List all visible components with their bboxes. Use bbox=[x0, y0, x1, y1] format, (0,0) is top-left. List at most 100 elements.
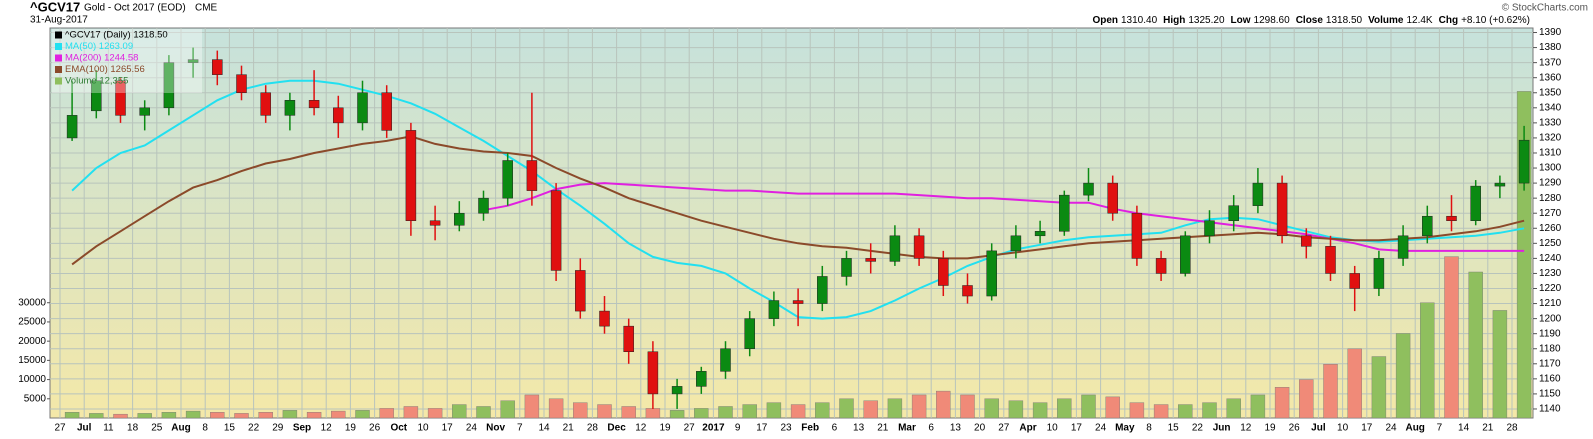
x-tick-label: 28 bbox=[587, 423, 599, 434]
volume-bar bbox=[137, 413, 152, 419]
volume-bar bbox=[815, 402, 830, 419]
quote-value: 1310.40 bbox=[1121, 15, 1158, 26]
candle-body bbox=[454, 212, 465, 226]
x-tick-label: 6 bbox=[928, 423, 934, 434]
candle-body bbox=[1349, 273, 1360, 289]
candle-body bbox=[865, 258, 876, 262]
x-tick-label: 17 bbox=[442, 423, 454, 434]
x-tick-label: 2017 bbox=[702, 423, 725, 434]
volume-bar bbox=[548, 398, 564, 419]
x-tick-label: 25 bbox=[151, 423, 163, 434]
x-tick-label: 13 bbox=[853, 423, 865, 434]
exchange: CME bbox=[195, 3, 218, 14]
candle-body bbox=[986, 250, 997, 297]
candle-body bbox=[1107, 182, 1118, 214]
x-tick-label: May bbox=[1115, 423, 1135, 434]
x-tick-label: 10 bbox=[1047, 423, 1059, 434]
quote-value: 1325.20 bbox=[1188, 15, 1225, 26]
x-tick-label: 7 bbox=[1437, 423, 1443, 434]
candle-body bbox=[381, 92, 392, 131]
plot-area bbox=[49, 27, 1534, 419]
candle-body bbox=[163, 62, 175, 109]
candle-body bbox=[817, 276, 828, 304]
x-tick-label: 15 bbox=[224, 423, 236, 434]
y-tick-label: 1170 bbox=[1539, 358, 1561, 369]
y-tick-label: 1300 bbox=[1539, 163, 1562, 174]
volume-bar bbox=[427, 408, 443, 419]
x-tick-label: Jul bbox=[1311, 423, 1326, 434]
y-tick-label: 1340 bbox=[1539, 102, 1562, 113]
x-tick-label: 14 bbox=[538, 423, 550, 434]
x-tick-label: 8 bbox=[202, 423, 208, 434]
candle-body bbox=[744, 318, 755, 349]
x-tick-label: 21 bbox=[1482, 423, 1494, 434]
candle-body bbox=[139, 107, 150, 116]
x-tick-label: 14 bbox=[1458, 423, 1470, 434]
volume-bar bbox=[306, 412, 322, 419]
candle-body bbox=[913, 235, 925, 259]
x-tick-label: 12 bbox=[1240, 423, 1252, 434]
candle-body bbox=[647, 351, 659, 395]
volume-bar bbox=[1468, 271, 1483, 419]
x-tick-label: 15 bbox=[1168, 423, 1180, 434]
y-tick-label: 1210 bbox=[1539, 298, 1562, 309]
candle-body bbox=[1083, 182, 1094, 196]
x-tick-label: 21 bbox=[877, 423, 889, 434]
volume-bar bbox=[1008, 400, 1024, 419]
volume-bar bbox=[331, 410, 346, 419]
candle-body bbox=[1494, 182, 1506, 187]
volume-bar bbox=[500, 400, 515, 419]
x-tick-label: Feb bbox=[801, 423, 819, 434]
volume-bar bbox=[64, 412, 80, 419]
candle-body bbox=[1301, 235, 1312, 247]
candle-body bbox=[1373, 258, 1385, 289]
x-tick-label: 13 bbox=[950, 423, 962, 434]
x-tick-label: 9 bbox=[735, 423, 741, 434]
legend-label: MA(200) 1244.58 bbox=[65, 53, 138, 64]
quote-line: Open 1310.40 High 1325.20 Low 1298.60 Close 131… bbox=[1092, 15, 1530, 26]
candle-body bbox=[1059, 194, 1070, 232]
candle-body bbox=[623, 325, 634, 352]
legend-label: EMA(100) 1265.56 bbox=[65, 64, 145, 75]
volume-bar bbox=[258, 412, 273, 419]
x-tick-label: 26 bbox=[369, 423, 381, 434]
y-tick-label: 1330 bbox=[1539, 118, 1562, 129]
volume-bar bbox=[863, 400, 878, 419]
legend-label: ^GCV17 (Daily) 1318.50 bbox=[65, 30, 168, 41]
candle-body bbox=[1422, 215, 1433, 237]
date: 31-Aug-2017 bbox=[30, 15, 88, 26]
volume-bar bbox=[645, 408, 661, 419]
volume-bar bbox=[476, 406, 491, 419]
quote-label: Volume bbox=[1368, 15, 1404, 26]
y2-tick-label: 15000 bbox=[18, 355, 46, 366]
volume-bar bbox=[1299, 379, 1314, 419]
candle-body bbox=[841, 258, 852, 277]
volume-bar bbox=[1057, 398, 1072, 419]
volume-bar bbox=[1129, 402, 1145, 419]
volume-bar bbox=[452, 404, 467, 419]
volume-bar bbox=[960, 394, 975, 419]
volume-bar bbox=[234, 413, 249, 419]
y-tick-label: 1390 bbox=[1539, 27, 1562, 38]
x-tick-label: 19 bbox=[659, 423, 671, 434]
candle-body bbox=[696, 371, 707, 387]
x-tick-label: 22 bbox=[1192, 423, 1204, 434]
volume-pane bbox=[64, 91, 1532, 419]
volume-bar bbox=[282, 410, 298, 419]
volume-bar bbox=[210, 412, 225, 419]
volume-bar bbox=[1444, 256, 1459, 419]
x-tick-label: 17 bbox=[1071, 423, 1083, 434]
y-tick-label: 1160 bbox=[1539, 373, 1561, 384]
x-tick-label: Nov bbox=[486, 423, 505, 434]
x-tick-label: 29 bbox=[272, 423, 284, 434]
x-tick-label: 23 bbox=[780, 423, 792, 434]
y2-tick-label: 20000 bbox=[18, 336, 46, 347]
candle-body bbox=[333, 107, 344, 124]
x-tick-label: 10 bbox=[1337, 423, 1349, 434]
y-tick-label: 1220 bbox=[1539, 283, 1562, 294]
volume-bar bbox=[185, 410, 201, 419]
candle-body bbox=[1397, 235, 1409, 259]
y-tick-label: 1180 bbox=[1539, 343, 1561, 354]
